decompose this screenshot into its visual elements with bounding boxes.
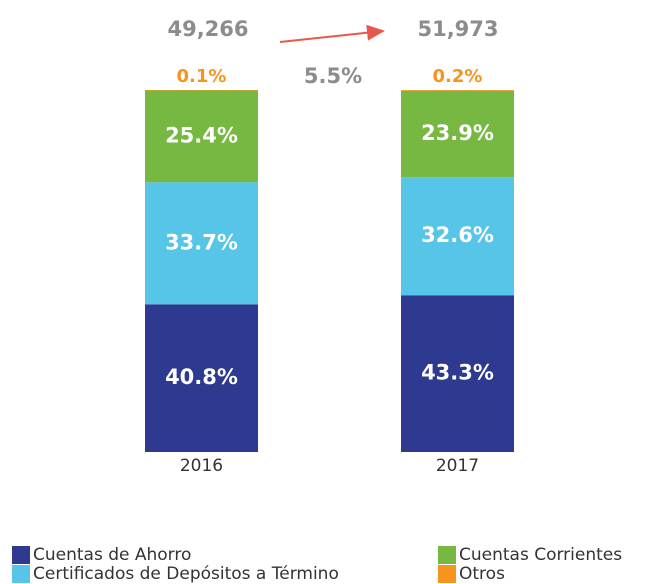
value-label: 0.1% (177, 66, 227, 87)
legend-label: Otros (459, 564, 505, 584)
legend-label: Cuentas de Ahorro (33, 545, 191, 565)
growth-arrow (279, 24, 385, 43)
bar-segment (401, 177, 514, 296)
legend-swatch (438, 546, 456, 564)
bar-segment (145, 90, 258, 183)
total-label: 51,973 (417, 17, 498, 41)
legend-label: Cuentas Corrientes (459, 545, 622, 565)
bar-segment (401, 90, 514, 178)
growth-label: 5.5% (304, 64, 362, 88)
legend-swatch (438, 565, 456, 583)
x-tick-label: 2016 (180, 456, 223, 476)
value-label: 23.9% (421, 121, 494, 145)
legend-swatch (12, 546, 30, 564)
value-label: 32.6% (421, 223, 494, 247)
bar-segment (145, 90, 258, 91)
legend-label: Certificados de Depósitos a Término (33, 564, 339, 584)
bar-segment (401, 90, 514, 91)
value-label: 33.7% (165, 230, 238, 254)
value-label: 40.8% (165, 365, 238, 389)
value-label: 43.3% (421, 361, 494, 385)
value-label: 0.2% (433, 66, 483, 87)
bar-segment (401, 295, 514, 452)
x-tick-label: 2017 (436, 456, 479, 476)
total-label: 49,266 (167, 17, 248, 41)
legend-swatch (12, 565, 30, 583)
bar-segment (145, 182, 258, 305)
value-label: 25.4% (165, 123, 238, 147)
bar-segment (145, 304, 258, 452)
